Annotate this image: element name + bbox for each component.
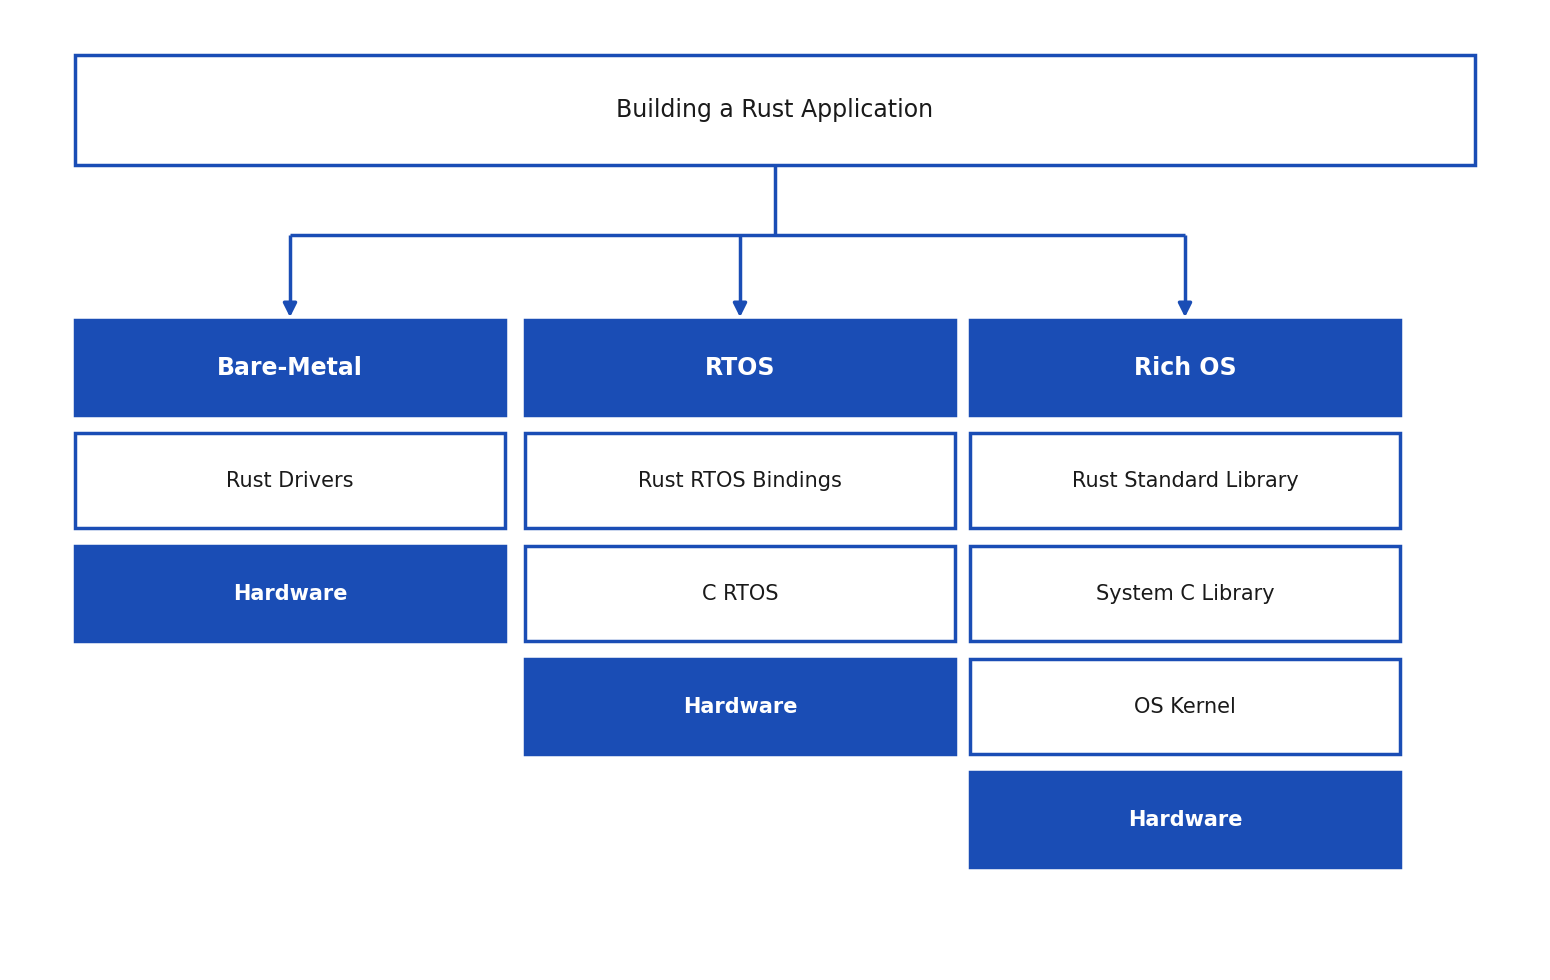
Text: Rust RTOS Bindings: Rust RTOS Bindings xyxy=(639,470,842,491)
Bar xyxy=(74,55,1476,165)
Bar xyxy=(970,659,1400,754)
Bar xyxy=(525,433,955,528)
Bar xyxy=(970,433,1400,528)
Text: Bare-Metal: Bare-Metal xyxy=(217,356,363,379)
Bar xyxy=(74,320,505,415)
Bar xyxy=(525,546,955,641)
Text: Rust Drivers: Rust Drivers xyxy=(226,470,353,491)
Bar xyxy=(970,546,1400,641)
Bar xyxy=(970,772,1400,867)
Text: Hardware: Hardware xyxy=(1128,809,1242,829)
Text: C RTOS: C RTOS xyxy=(702,583,778,604)
Bar xyxy=(74,546,505,641)
Bar xyxy=(970,320,1400,415)
Text: RTOS: RTOS xyxy=(705,356,775,379)
Bar xyxy=(525,320,955,415)
Bar xyxy=(525,659,955,754)
Bar xyxy=(74,433,505,528)
Text: Rust Standard Library: Rust Standard Library xyxy=(1071,470,1299,491)
Text: Building a Rust Application: Building a Rust Application xyxy=(617,98,933,122)
Text: Hardware: Hardware xyxy=(232,583,347,604)
Text: System C Library: System C Library xyxy=(1096,583,1274,604)
Text: OS Kernel: OS Kernel xyxy=(1135,697,1235,716)
Text: Rich OS: Rich OS xyxy=(1133,356,1237,379)
Text: Hardware: Hardware xyxy=(682,697,797,716)
